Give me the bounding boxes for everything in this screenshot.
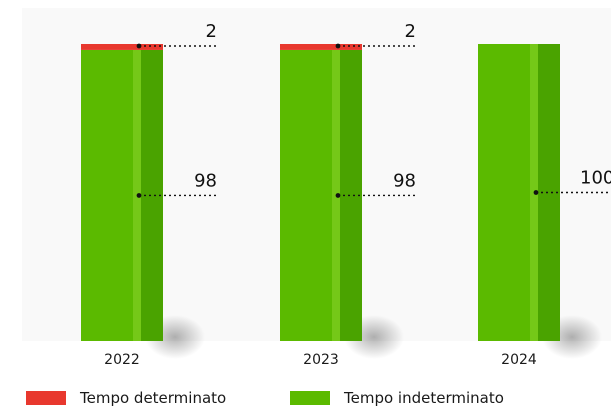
legend-item-tempo-determinato[interactable]: Tempo determinato — [26, 388, 226, 408]
bars-layer — [81, 44, 602, 359]
legend-swatch-tempo-indeterminato — [290, 391, 330, 405]
data-label-tempo-indeterminato-2023: 98 — [393, 170, 416, 191]
bar-dark-stripe-2023 — [340, 49, 362, 341]
x-axis-layer: 2022 2023 2024 — [104, 352, 537, 368]
legend-item-tempo-indeterminato[interactable]: Tempo indeterminato — [290, 388, 504, 408]
data-label-tempo-indeterminato-2024: 100 — [580, 168, 611, 189]
legend: Tempo determinato Tempo indeterminato — [0, 388, 611, 409]
data-label-tempo-determinato-2022: 2 — [206, 21, 217, 42]
bar-dark-stripe-2022 — [141, 49, 163, 341]
x-tick-label-2023: 2023 — [303, 352, 339, 368]
data-labels-layer: 98 2 98 2 100 — [136, 21, 611, 198]
legend-label: Tempo indeterminato — [344, 389, 504, 407]
data-label-tempo-determinato-2023: 2 — [405, 21, 416, 42]
x-tick-label-2022: 2022 — [104, 352, 140, 368]
legend-label: Tempo determinato — [80, 389, 227, 407]
bar-dark-stripe-2024 — [538, 44, 560, 341]
x-tick-label-2024: 2024 — [501, 352, 537, 368]
bar-tempo-determinato-2023 — [280, 44, 362, 50]
legend-swatch-tempo-determinato — [26, 391, 66, 405]
data-label-tempo-indeterminato-2022: 98 — [194, 170, 217, 191]
bar-tempo-determinato-2022 — [81, 44, 163, 50]
